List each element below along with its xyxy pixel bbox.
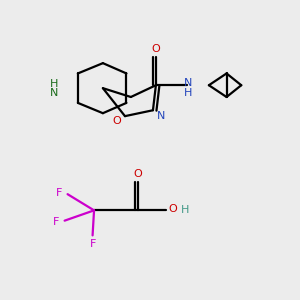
Text: O: O [112, 116, 121, 126]
Text: O: O [152, 44, 160, 54]
Text: H: H [181, 206, 190, 215]
Text: F: F [52, 217, 59, 227]
Text: N: N [156, 110, 165, 121]
Text: H
N: H N [50, 79, 58, 98]
Text: H: H [184, 88, 193, 98]
Text: O: O [168, 204, 177, 214]
Text: F: F [56, 188, 62, 198]
Text: O: O [134, 169, 142, 179]
Text: N: N [184, 78, 193, 88]
Text: F: F [89, 239, 96, 249]
